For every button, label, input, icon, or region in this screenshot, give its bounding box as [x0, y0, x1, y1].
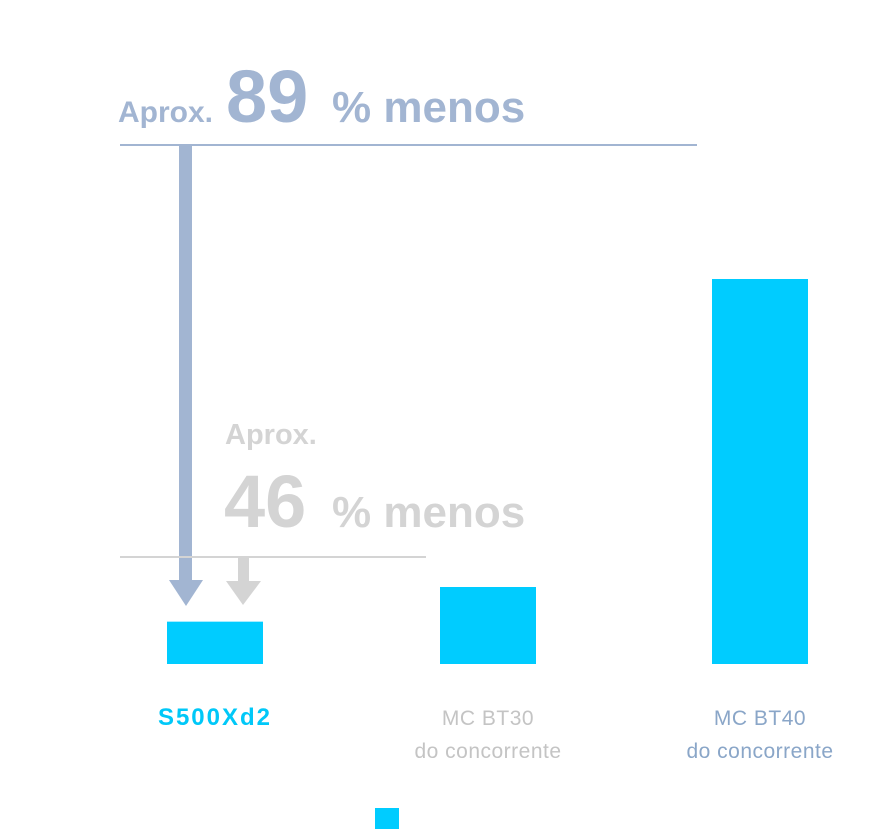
x-tick-sublabel: do concorrente — [414, 740, 561, 763]
annotation-arrow-head — [226, 581, 261, 605]
bar — [712, 279, 808, 664]
annotation: 46 % menos — [224, 460, 525, 543]
annotation-arrow-head — [169, 580, 203, 606]
annotation-suffix: % menos — [332, 488, 525, 537]
annotation-prefix: Aprox. — [225, 419, 317, 451]
x-tick-label: MC BT30 — [442, 707, 534, 730]
bar — [440, 587, 536, 664]
bar — [167, 621, 263, 664]
annotation-suffix: % menos — [332, 83, 525, 132]
x-tick-sublabel: do concorrente — [686, 740, 833, 763]
annotation-arrow-shaft — [238, 557, 249, 583]
annotation: Aprox. 89 % menos — [118, 55, 525, 138]
annotation-prefix: Aprox. — [118, 96, 213, 129]
annotation-number: 46 — [224, 460, 306, 543]
legend-swatch — [375, 808, 399, 829]
x-tick-label: MC BT40 — [714, 707, 806, 730]
x-tick-label: S500Xd2 — [158, 704, 272, 731]
annotation-arrow-shaft — [179, 145, 192, 585]
annotation-number: 89 — [226, 55, 308, 138]
